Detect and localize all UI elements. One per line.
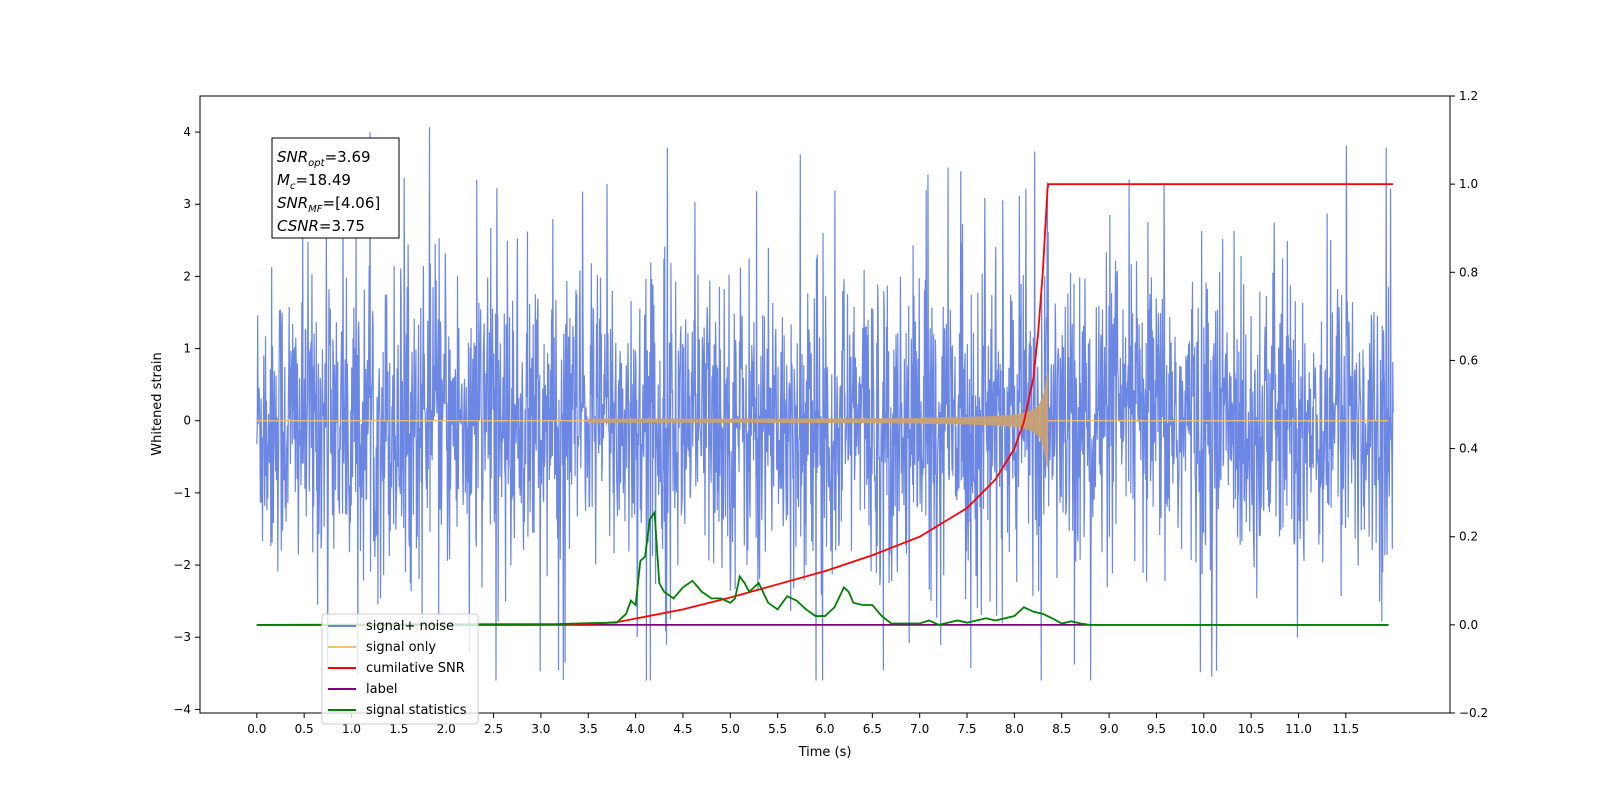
y-tick-label-left: −1 [173,486,191,500]
x-tick-label: 0.0 [247,722,266,736]
x-tick-label: 8.5 [1052,722,1071,736]
y-tick-label-right: 0.2 [1459,530,1478,544]
x-tick-label: 6.0 [815,722,834,736]
y-tick-label-left: 4 [183,125,191,139]
legend: signal+ noise signal only cumilative SNR la… [321,613,479,725]
x-tick-label: 4.0 [626,722,645,736]
y-tick-label-left: −4 [173,702,191,716]
x-tick-label: 9.0 [1100,722,1119,736]
y-tick-label-right: 1.0 [1459,177,1478,191]
info-line: SNRopt=3.69 [277,148,371,169]
y-axis-title: Whitened strain [150,352,165,455]
x-tick-label: 2.0 [437,722,456,736]
info-line: CSNR=3.75 [277,217,365,235]
y-tick-label-right: −0.2 [1459,706,1488,720]
legend-label: signal+ noise [366,619,454,634]
y-tick-label-left: 3 [183,197,191,211]
info-line: Mc=18.49 [277,171,351,192]
x-tick-label: 1.5 [389,722,408,736]
x-tick-label: 7.5 [957,722,976,736]
y-tick-label-left: 2 [183,269,191,283]
x-axis: 0.0 0.5 1.0 1.5 2.0 2.5 3.0 3.5 4.0 4.5 5.0 5.5 6.0 6… [247,713,1359,736]
x-tick-label: 9.5 [1147,722,1166,736]
x-tick-label: 4.5 [673,722,692,736]
series-signal-noise [256,127,1394,681]
x-tick-label: 1.0 [342,722,361,736]
x-tick-label: 8.0 [1005,722,1024,736]
series-signal-statistics [256,509,1389,626]
legend-frame [321,613,479,725]
y-tick-label-left: 0 [183,414,191,428]
x-tick-label: 11.5 [1332,722,1359,736]
y-tick-label-left: 1 [183,342,191,356]
x-tick-label: 7.0 [910,722,929,736]
info-line: SNRMF=[4.06] [277,194,380,215]
y-tick-label-left: −3 [173,630,191,644]
legend-label: cumilative SNR [366,661,465,676]
x-tick-label: 3.5 [579,722,598,736]
x-tick-label: 0.5 [295,722,314,736]
x-tick-label: 5.0 [721,722,740,736]
y-tick-label-right: 0.6 [1459,353,1478,367]
x-tick-label: 10.0 [1190,722,1217,736]
legend-label: signal statistics [366,703,467,718]
x-tick-label: 10.5 [1238,722,1265,736]
y-axis-left: −4 −3 −2 −1 0 1 2 3 4 [173,125,200,716]
signal-chirp-envelope [587,373,1048,468]
y-tick-label-right: 0.0 [1459,618,1478,632]
x-tick-label: 6.5 [863,722,882,736]
x-tick-label: 3.0 [531,722,550,736]
x-tick-label: 5.5 [768,722,787,736]
y-axis-right: −0.2 0.0 0.2 0.4 0.6 0.8 1.0 1.2 [1450,89,1488,720]
legend-label: signal only [366,640,436,655]
y-tick-label-right: 1.2 [1459,89,1478,103]
x-tick-label: 11.0 [1285,722,1312,736]
y-tick-label-right: 0.8 [1459,265,1478,279]
y-tick-label-right: 0.4 [1459,442,1478,456]
x-tick-label: 2.5 [484,722,503,736]
x-axis-title: Time (s) [798,745,852,760]
legend-label: label [366,682,397,697]
info-box-frame [271,137,400,239]
series-cumulative-snr [256,183,1394,626]
y-tick-label-left: −2 [173,558,191,572]
